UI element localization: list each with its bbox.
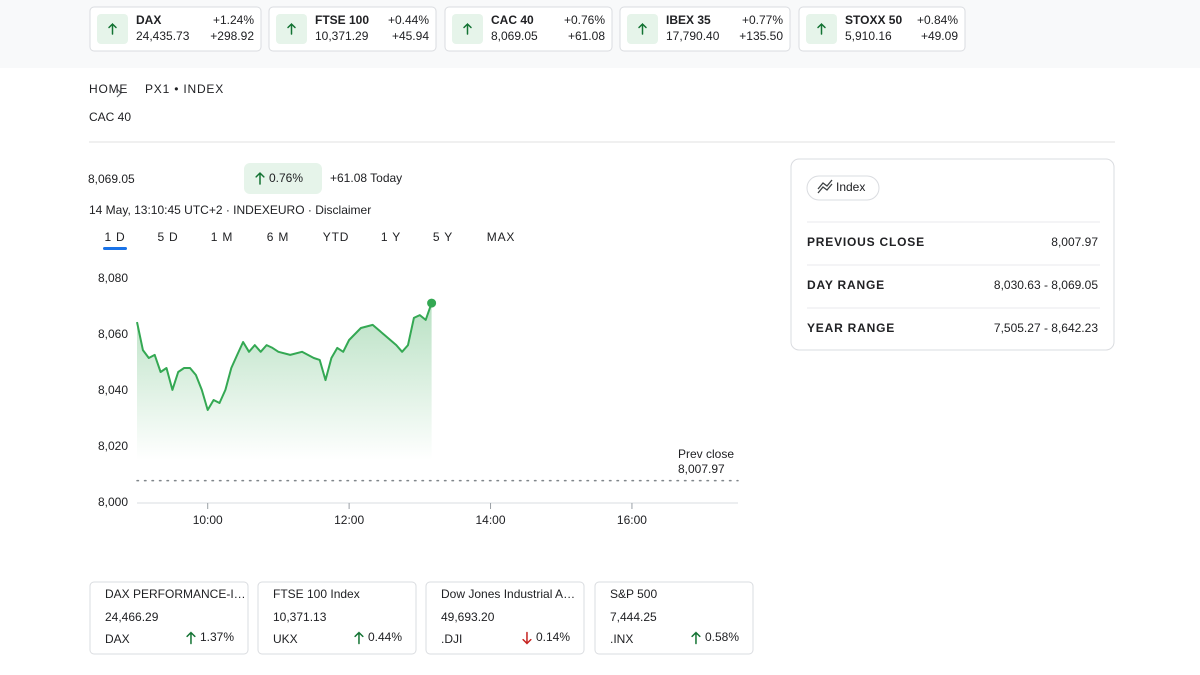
- type-badge: [806, 175, 880, 201]
- ticker-name: STOXX 50: [845, 13, 902, 27]
- change-badge: [244, 163, 322, 194]
- quote-meta: 14 May, 13:10:45 UTC+2 · INDEXEURO · Dis…: [89, 203, 371, 217]
- ticker-price: 17,790.40: [666, 29, 720, 43]
- related-change: 0.44%: [368, 630, 402, 644]
- ticker-card[interactable]: [798, 6, 966, 52]
- related-symbol: UKX: [273, 632, 298, 646]
- y-tick-label: 8,080: [98, 271, 128, 285]
- ticker-card[interactable]: [619, 6, 791, 52]
- ticker-change: +61.08: [568, 29, 605, 43]
- related-price: 24,466.29: [105, 610, 159, 624]
- ticker-change-pct: +0.77%: [742, 13, 783, 27]
- related-name: DAX PERFORMANCE-I…: [105, 587, 246, 601]
- last-point: [427, 298, 437, 308]
- y-tick-label: 8,000: [98, 495, 128, 509]
- breadcrumb-chevron: [116, 88, 122, 98]
- arrow-up-icon: [287, 22, 296, 35]
- ticker-change-pct: +1.24%: [213, 13, 254, 27]
- ticker-change: +135.50: [739, 29, 783, 43]
- y-tick-label: 8,040: [98, 383, 128, 397]
- related-symbol: DAX: [105, 632, 130, 646]
- prev-close-value: 8,007.97: [678, 462, 725, 476]
- related-symbol: .INX: [610, 632, 633, 646]
- price-area: [137, 303, 432, 460]
- ticker-card[interactable]: [268, 6, 437, 52]
- range-tab[interactable]: 5 D: [157, 230, 178, 244]
- related-name: FTSE 100 Index: [273, 587, 360, 601]
- ticker-price: 5,910.16: [845, 29, 892, 43]
- ticker-change-pct: +0.84%: [917, 13, 958, 27]
- quote-change: +61.08 Today: [330, 171, 402, 185]
- ticker-name: FTSE 100: [315, 13, 369, 27]
- stats-label: PREVIOUS CLOSE: [807, 235, 925, 249]
- stats-value: 8,007.97: [1051, 235, 1098, 249]
- type-badge-label: Index: [836, 180, 865, 194]
- range-tab[interactable]: 1 D: [104, 230, 125, 244]
- x-tick-label: 16:00: [617, 513, 647, 527]
- stats-label: YEAR RANGE: [807, 321, 895, 335]
- related-price: 49,693.20: [441, 610, 495, 624]
- arrow-up-icon: [186, 631, 196, 645]
- ticker-change: +49.09: [921, 29, 958, 43]
- ticker-price: 24,435.73: [136, 29, 190, 43]
- related-symbol: .DJI: [441, 632, 462, 646]
- related-change: 0.58%: [705, 630, 739, 644]
- ticker-card[interactable]: [89, 6, 262, 52]
- related-card[interactable]: [89, 581, 249, 655]
- ticker-price: 8,069.05: [491, 29, 538, 43]
- arrow-up-icon: [817, 22, 826, 35]
- prev-close-label: Prev close: [678, 447, 734, 461]
- stats-card: [790, 158, 1115, 351]
- related-change: 1.37%: [200, 630, 234, 644]
- arrow-up-icon: [108, 22, 117, 35]
- related-card[interactable]: [594, 581, 754, 655]
- related-change: 0.14%: [536, 630, 570, 644]
- trend-icon: [817, 179, 833, 194]
- stats-label: DAY RANGE: [807, 278, 885, 292]
- stats-value: 8,030.63 - 8,069.05: [994, 278, 1098, 292]
- price-line: [136, 302, 433, 411]
- x-tick-label: 10:00: [193, 513, 223, 527]
- x-tick-label: 14:00: [476, 513, 506, 527]
- range-tab[interactable]: 5 Y: [433, 230, 453, 244]
- arrow-down-icon: [522, 631, 532, 645]
- breadcrumb-home[interactable]: HOME: [89, 82, 128, 96]
- ticker-name: IBEX 35: [666, 13, 711, 27]
- ticker-change: +45.94: [392, 29, 429, 43]
- ticker-card[interactable]: [444, 6, 613, 52]
- arrow-up-icon: [638, 22, 647, 35]
- arrow-up-icon: [691, 631, 701, 645]
- x-tick-label: 12:00: [334, 513, 364, 527]
- range-tab[interactable]: MAX: [487, 230, 515, 244]
- related-price: 10,371.13: [273, 610, 327, 624]
- quote-change-pct: 0.76%: [269, 171, 303, 185]
- ticker-change-pct: +0.76%: [564, 13, 605, 27]
- arrow-up-icon: [463, 22, 472, 35]
- arrow-up-icon: [255, 171, 265, 185]
- related-price: 7,444.25: [610, 610, 657, 624]
- range-tab-underline: [103, 247, 127, 250]
- ticker-name: DAX: [136, 13, 161, 27]
- page-title: CAC 40: [89, 110, 131, 124]
- ticker-change-pct: +0.44%: [388, 13, 429, 27]
- y-tick-label: 8,060: [98, 327, 128, 341]
- ticker-change: +298.92: [210, 29, 254, 43]
- stats-value: 7,505.27 - 8,642.23: [994, 321, 1098, 335]
- quote-price: 8,069.05: [88, 172, 135, 186]
- y-tick-label: 8,020: [98, 439, 128, 453]
- range-tab[interactable]: 1 M: [211, 230, 233, 244]
- range-tab[interactable]: 6 M: [267, 230, 289, 244]
- ticker-name: CAC 40: [491, 13, 534, 27]
- related-name: Dow Jones Industrial A…: [441, 587, 575, 601]
- related-card[interactable]: [257, 581, 417, 655]
- related-name: S&P 500: [610, 587, 657, 601]
- arrow-up-icon: [354, 631, 364, 645]
- ticker-price: 10,371.29: [315, 29, 369, 43]
- range-tab[interactable]: 1 Y: [381, 230, 401, 244]
- breadcrumb-path: PX1 • INDEX: [145, 82, 224, 96]
- range-tab[interactable]: YTD: [323, 230, 349, 244]
- related-card[interactable]: [425, 581, 585, 655]
